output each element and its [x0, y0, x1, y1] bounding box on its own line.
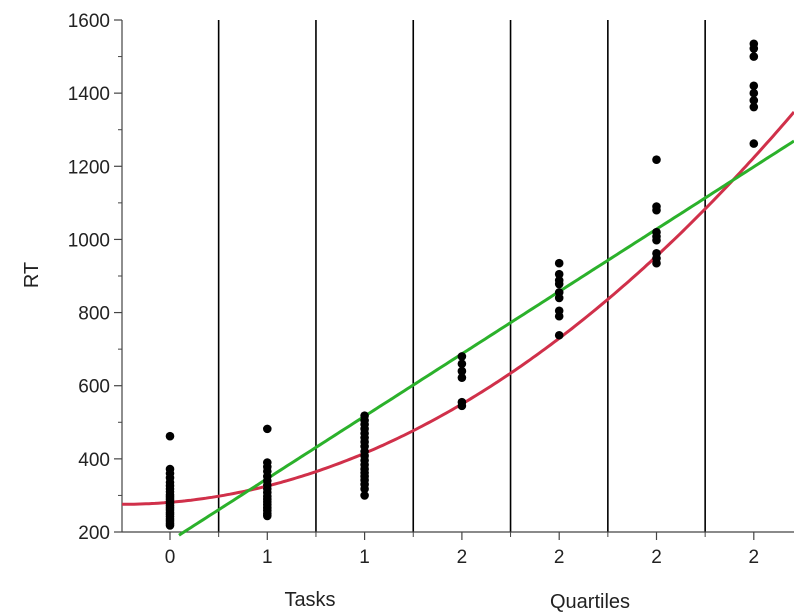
data-point [457, 352, 467, 361]
data-point [457, 401, 467, 411]
quadratic-fit-line [122, 111, 794, 506]
category-dividers [217, 20, 706, 532]
x-tick-label: 1 [359, 547, 370, 568]
data-point [554, 279, 564, 289]
linear-fit-line [178, 139, 794, 537]
y-tick-label: 1400 [68, 84, 110, 105]
data-point [652, 155, 661, 165]
data-point [652, 205, 661, 215]
data-point [263, 424, 272, 434]
data-point [749, 52, 759, 61]
x-axis: 0 1 1 2 2 2 2 [122, 531, 794, 568]
y-axis-title: RT [21, 262, 43, 288]
data-point [749, 44, 759, 53]
data-point [457, 359, 467, 369]
y-tick-label: 800 [78, 304, 110, 325]
fit-lines [122, 111, 794, 537]
y-tick-label: 200 [78, 523, 110, 544]
y-tick-label: 1200 [68, 157, 110, 178]
data-point [652, 258, 661, 268]
data-point [263, 511, 272, 521]
x-axis-title-quartiles: Quartiles [550, 591, 630, 613]
data-point [457, 373, 467, 382]
x-tick-label: 2 [749, 547, 760, 568]
data-point [554, 330, 564, 340]
data-point [749, 88, 759, 98]
data-point [749, 96, 759, 105]
y-tick-label: 1000 [68, 230, 110, 251]
x-tick-label: 0 [165, 547, 176, 568]
x-tick-label: 1 [262, 547, 273, 568]
x-tick-label: 2 [457, 547, 468, 568]
y-tick-label: 400 [78, 450, 110, 471]
data-point [749, 102, 759, 112]
data-point [749, 81, 759, 91]
data-point [554, 311, 564, 321]
data-point [457, 366, 467, 376]
data-point [165, 431, 175, 441]
y-axis: 200 400 600 800 1000 1200 1400 1600 [68, 11, 123, 544]
y-tick-label: 1600 [68, 11, 110, 32]
data-point [165, 521, 175, 530]
data-point [554, 269, 564, 279]
data-point [554, 258, 564, 268]
x-axis-title-tasks: Tasks [284, 589, 335, 611]
x-tick-label: 2 [554, 547, 565, 568]
data-point [554, 293, 564, 303]
y-tick-label: 600 [78, 377, 110, 398]
data-point [652, 235, 661, 245]
data-point [360, 484, 369, 494]
data-point [360, 491, 369, 500]
x-tick-label: 2 [651, 547, 662, 568]
data-point [749, 139, 759, 148]
data-points [165, 39, 759, 530]
